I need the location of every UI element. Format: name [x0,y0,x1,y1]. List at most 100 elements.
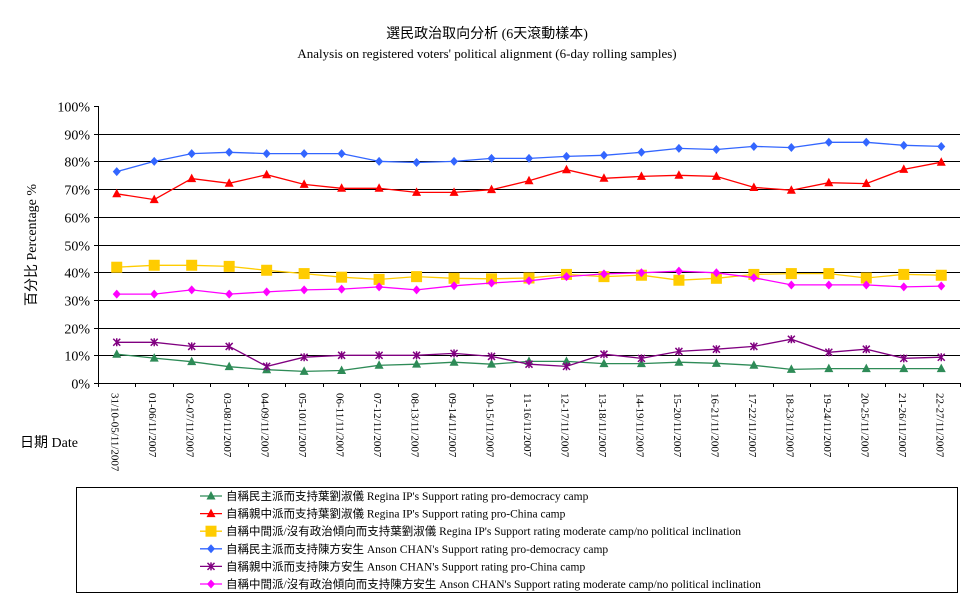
legend-marker [206,562,216,571]
series-4 [112,137,946,177]
x-tick-label: 04-09/11/2007 [259,393,271,458]
data-point [749,182,759,191]
x-tick-label: 06-11/11/2007 [334,393,346,457]
data-point [299,366,309,375]
legend-item: 自稱民主派而支持葉劉淑儀 Regina IP's Support rating … [200,489,589,503]
x-tick-label: 09-14/11/2007 [446,393,458,458]
data-point [786,185,796,194]
data-point [637,268,646,278]
data-point [223,260,235,272]
data-point [712,268,721,278]
data-point [336,271,348,283]
data-point [899,282,908,292]
data-point [487,153,496,163]
data-point [636,171,646,180]
data-point [787,280,796,290]
data-point [524,360,534,369]
data-point [673,274,685,286]
data-point [150,289,159,299]
data-point [450,281,459,291]
data-point [785,268,797,280]
data-point [674,357,684,366]
data-point [298,268,310,280]
data-point [487,352,496,361]
data-point [487,184,497,194]
data-point [899,164,909,173]
data-point [524,175,534,185]
x-tick-label: 01-06/11/2007 [146,393,158,458]
data-point [787,335,796,344]
legend-marker [206,491,216,500]
data-point [449,357,459,366]
y-tick-label: 0% [71,378,90,393]
data-point [599,150,608,160]
y-tick-label: 50% [64,240,90,255]
data-point [337,284,346,294]
data-point [187,342,196,351]
data-point [262,287,271,297]
data-point [487,278,496,288]
legend-label: 自稱民主派而支持陳方安生 Anson CHAN's Support rating… [226,542,608,556]
y-tick-label: 20% [64,323,90,338]
data-point [599,173,609,182]
data-point [749,141,758,151]
data-point [412,359,422,368]
x-tick-label: 08-13/11/2007 [409,393,421,458]
data-point [148,259,160,271]
data-point [899,140,908,150]
x-axis-title: 日期 Date [20,435,78,451]
data-point [412,351,421,360]
data-point [112,289,121,299]
legend-label: 自稱中間派/沒有政治傾向而支持陳方安生 Anson CHAN's Support… [226,577,761,591]
data-point [674,266,683,276]
data-point [225,289,234,299]
data-point [935,269,947,281]
data-point [449,187,459,196]
data-point [450,349,459,358]
x-tick-label: 10-15/11/2007 [484,393,496,458]
data-point [937,353,946,362]
data-point [562,272,571,282]
legend-marker [206,508,216,518]
data-point [112,167,121,177]
data-point [111,261,123,273]
legend-marker [205,525,217,537]
data-point [862,137,871,147]
data-point [149,353,159,362]
data-point [711,171,721,180]
legend-label: 自稱親中派而支持陳方安生 Anson CHAN's Support rating… [226,559,585,573]
data-point [411,271,423,283]
data-point [375,156,384,166]
data-point [150,156,159,166]
data-point [749,342,758,351]
legend-label: 自稱親中派而支持葉劉淑儀 Regina IP's Support rating … [226,507,566,521]
data-point [374,183,384,192]
data-point [225,147,234,157]
x-tick-label: 13-18/11/2007 [596,393,608,458]
data-point [899,354,908,363]
data-point [450,156,459,166]
legend-item: 自稱民主派而支持陳方安生 Anson CHAN's Support rating… [200,542,608,556]
data-point [149,194,159,204]
y-tick-label: 70% [64,184,90,199]
x-tick-label: 12-17/11/2007 [558,393,570,458]
data-point [636,358,646,368]
y-tick-label: 100% [57,101,90,116]
legend-item: 自稱中間派/沒有政治傾向而支持陳方安生 Anson CHAN's Support… [200,577,761,591]
data-point [712,345,721,354]
data-point [937,141,946,151]
data-point [412,285,421,295]
legend-item: 自稱親中派而支持葉劉淑儀 Regina IP's Support rating … [200,507,566,521]
chart-subtitle: Analysis on registered voters' political… [297,46,676,61]
data-point [112,338,121,347]
legend-label: 自稱民主派而支持葉劉淑儀 Regina IP's Support rating … [226,489,589,503]
data-point [262,362,271,371]
data-point [225,342,234,351]
data-point [150,338,159,347]
data-point [412,158,421,168]
data-point [373,273,385,285]
data-point [862,345,871,354]
data-point [187,285,196,295]
x-tick-label: 05-10/11/2007 [296,393,308,458]
